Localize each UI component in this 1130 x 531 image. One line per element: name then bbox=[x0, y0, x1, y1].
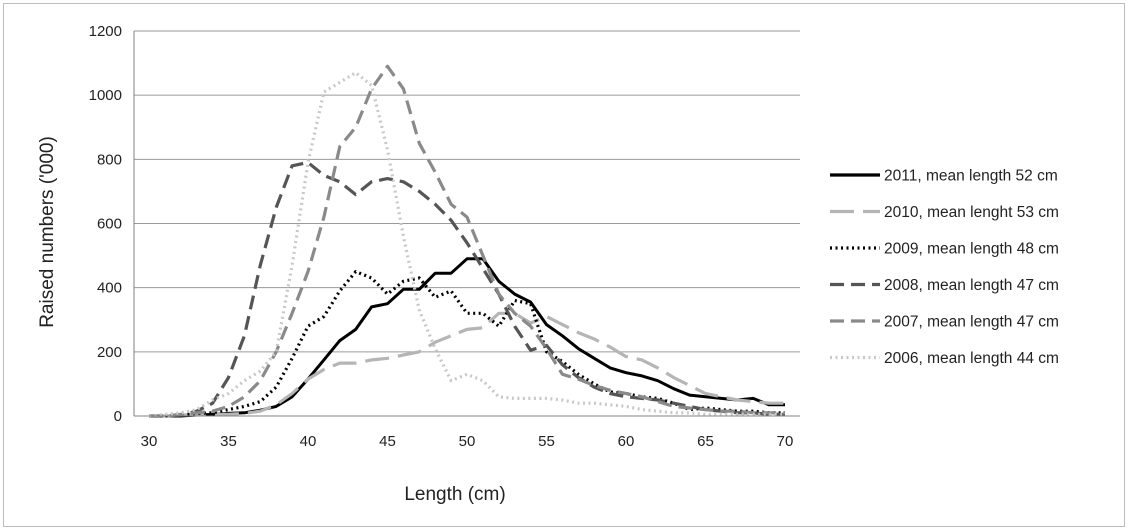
legend-label-2: 2009, mean length 48 cm bbox=[884, 241, 1059, 258]
x-tick-label-8: 70 bbox=[777, 433, 794, 450]
series-line-1 bbox=[149, 311, 785, 418]
series-line-5 bbox=[148, 71, 785, 418]
x-tick-label-4: 50 bbox=[459, 433, 476, 450]
legend-label-1: 2010, mean lenght 53 cm bbox=[884, 204, 1059, 221]
legend-label-3: 2008, mean length 47 cm bbox=[884, 277, 1059, 294]
y-tick-label-0: 0 bbox=[114, 408, 122, 425]
axes bbox=[133, 31, 800, 417]
y-tick-label-4: 800 bbox=[97, 151, 122, 168]
x-tick-label-1: 35 bbox=[220, 433, 237, 450]
x-tick-label-3: 45 bbox=[379, 433, 396, 450]
y-tick-label-6: 1200 bbox=[89, 23, 122, 40]
gridlines bbox=[134, 30, 800, 353]
y-tick-label-3: 600 bbox=[97, 216, 122, 233]
x-tick-label-0: 30 bbox=[141, 433, 158, 450]
y-tick-label-2: 400 bbox=[97, 280, 122, 297]
chart-frame bbox=[3, 3, 1125, 527]
series-line-4 bbox=[149, 64, 785, 418]
y-tick-labels: 0 200 400 600 800 1000 1200 bbox=[89, 23, 122, 425]
legend-label-5: 2006, mean length 44 cm bbox=[884, 350, 1059, 367]
x-tick-label-5: 55 bbox=[538, 433, 555, 450]
series-line-3 bbox=[149, 160, 785, 418]
x-axis-title: Length (cm) bbox=[404, 484, 505, 505]
series-lines bbox=[148, 64, 785, 418]
y-axis-title: Raised numbers ('000) bbox=[37, 136, 58, 328]
legend-label-4: 2007, mean length 47 cm bbox=[884, 314, 1059, 331]
y-tick-label-1: 200 bbox=[97, 344, 122, 361]
x-tick-label-6: 60 bbox=[618, 433, 635, 450]
legend-label-0: 2011, mean length 52 cm bbox=[884, 168, 1058, 185]
y-tick-label-5: 1000 bbox=[89, 87, 122, 104]
legend: 2011, mean length 52 cm 2010, mean lenght… bbox=[830, 168, 1059, 367]
x-tick-label-7: 65 bbox=[697, 433, 714, 450]
x-tick-labels: 30 35 40 45 50 55 60 65 70 bbox=[141, 433, 794, 450]
x-tick-label-2: 40 bbox=[300, 433, 317, 450]
